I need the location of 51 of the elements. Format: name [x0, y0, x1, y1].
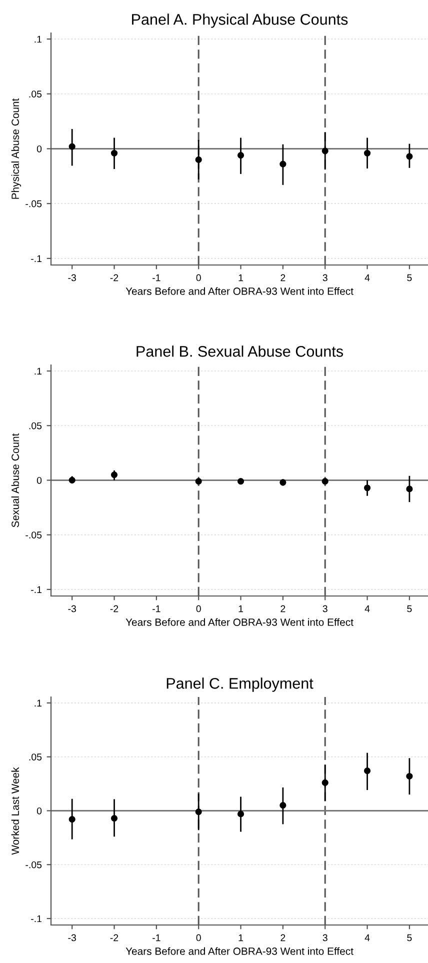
x-tick-label: -1 — [152, 605, 160, 612]
y-tick-label: 0 — [36, 145, 42, 152]
x-tick-label: 4 — [364, 605, 370, 612]
y-tick-label: -.05 — [26, 532, 42, 538]
x-axis-title: Years Before and After OBRA-93 Went into Effect — [126, 287, 354, 295]
chart-title: Panel C. Employment — [166, 678, 314, 692]
x-tick-label: -3 — [68, 605, 76, 612]
x-tick-label: 5 — [407, 934, 412, 942]
x-tick-label: -1 — [152, 934, 160, 942]
y-axis-title: Physical Abuse Count — [11, 98, 22, 199]
x-tick-label: 2 — [280, 934, 286, 942]
y-tick-label: .05 — [29, 754, 42, 760]
x-tick-label: 4 — [364, 274, 370, 282]
chart-title: Panel B. Sexual Abuse Counts — [136, 346, 343, 357]
x-tick-label: 1 — [238, 274, 243, 282]
x-tick-label: 1 — [238, 934, 243, 942]
x-tick-label: 1 — [238, 605, 243, 612]
x-tick-label: -2 — [110, 274, 118, 282]
y-tick-label: -.05 — [26, 861, 42, 868]
x-tick-label: -3 — [68, 274, 76, 282]
x-tick-label: -2 — [110, 605, 118, 612]
x-tick-label: 3 — [322, 274, 328, 282]
x-tick-label: -3 — [68, 934, 76, 942]
x-tick-label: 5 — [407, 274, 412, 282]
x-tick-label: 0 — [196, 274, 201, 282]
y-tick-label: .1 — [34, 700, 42, 706]
x-tick-label: -2 — [110, 934, 118, 942]
x-tick-label: 2 — [280, 605, 286, 612]
x-tick-label: 0 — [196, 605, 201, 612]
x-tick-label: 3 — [322, 934, 328, 942]
y-tick-label: .1 — [34, 368, 42, 375]
y-tick-label: -.05 — [26, 200, 42, 208]
y-tick-label: -.1 — [31, 586, 42, 593]
x-tick-label: 4 — [364, 934, 370, 942]
x-tick-label: 3 — [322, 605, 328, 612]
x-tick-label: 5 — [407, 605, 412, 612]
y-tick-label: -.1 — [31, 915, 42, 922]
y-tick-label: 0 — [36, 476, 42, 484]
y-tick-label: -.1 — [31, 255, 42, 262]
x-tick-label: 0 — [196, 934, 201, 942]
y-axis-title: Sexual Abuse Count — [11, 433, 19, 528]
y-tick-label: .1 — [34, 36, 42, 43]
y-tick-label: .05 — [29, 422, 42, 430]
y-tick-label: 0 — [36, 807, 42, 814]
x-tick-label: -1 — [152, 274, 160, 282]
chart-title: Panel A. Physical Abuse Counts — [132, 14, 348, 28]
y-axis-title: Worked Last Week — [11, 767, 19, 855]
x-tick-label: 2 — [280, 274, 286, 282]
x-axis-title: Years Before and After OBRA-93 Went into Effect — [126, 618, 354, 626]
x-axis-title: Years Before and After OBRA-93 Went into Effect — [126, 947, 354, 955]
y-tick-label: .05 — [29, 90, 42, 98]
